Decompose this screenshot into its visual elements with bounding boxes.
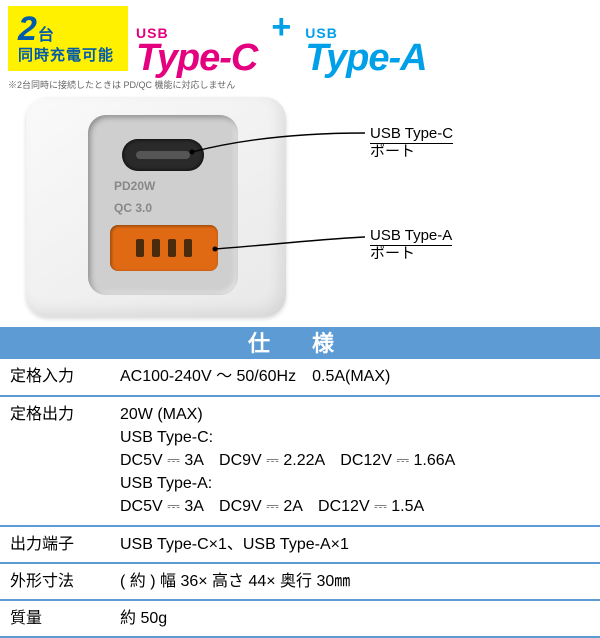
spec-key: 外形寸法 <box>0 563 110 600</box>
spec-value: AC100-240V ～ 50/60Hz 0.5A(MAX) <box>110 359 600 395</box>
table-row: 出力端子USB Type-C×1、USB Type-A×1 <box>0 526 600 563</box>
title-area: USB Type-C + USB Type-A <box>136 6 427 76</box>
title-c-big: Type-C <box>136 40 257 76</box>
qc-print: QC 3.0 <box>114 201 152 215</box>
table-row: 質量約 50g <box>0 600 600 637</box>
spec-value: USB Type-C×1、USB Type-A×1 <box>110 526 600 563</box>
callout-c-line1: USB Type-C <box>370 125 453 144</box>
callout-a-line2: ポート <box>370 245 415 262</box>
badge-subtext: 同時充電可能 <box>18 48 118 63</box>
spec-table: 定格入力AC100-240V ～ 50/60Hz 0.5A(MAX)定格出力20… <box>0 359 600 638</box>
badge-unit: 台 <box>38 27 54 44</box>
spec-header: 仕 様 <box>0 327 600 359</box>
callout-a-line1: USB Type-A <box>370 227 452 246</box>
table-row: 定格出力20W (MAX)USB Type-C:DC5V ⎓ 3A DC9V ⎓… <box>0 396 600 526</box>
spec-key: 出力端子 <box>0 526 110 563</box>
spec-value: 20W (MAX)USB Type-C:DC5V ⎓ 3A DC9V ⎓ 2.2… <box>110 396 600 526</box>
table-row: 外形寸法( 約 ) 幅 36× 高さ 44× 奥行 30㎜ <box>0 563 600 600</box>
spec-key: 定格入力 <box>0 359 110 395</box>
table-row: 定格入力AC100-240V ～ 50/60Hz 0.5A(MAX) <box>0 359 600 395</box>
callout-usb-a: USB Type-A ポート <box>370 227 452 262</box>
charger-face: PD20W QC 3.0 <box>88 115 238 295</box>
charger-body: PD20W QC 3.0 <box>26 97 286 317</box>
product-photo-area: PD20W QC 3.0 USB Type-C ポート USB Type-A ポ… <box>0 97 600 327</box>
usb-a-port <box>110 225 218 271</box>
spec-key: 定格出力 <box>0 396 110 526</box>
spec-value: 約 50g <box>110 600 600 637</box>
callout-usb-c: USB Type-C ポート <box>370 125 453 160</box>
callout-c-line2: ポート <box>370 143 415 160</box>
title-plus: + <box>267 8 295 47</box>
usb-c-port <box>122 139 204 171</box>
spec-key: 質量 <box>0 600 110 637</box>
simultaneous-badge: 2台 同時充電可能 <box>8 6 128 71</box>
pd-print: PD20W <box>114 179 155 193</box>
disclaimer-text: ※2台同時に接続したときは PD/QC 機能に対応しません <box>0 76 600 97</box>
spec-value: ( 約 ) 幅 36× 高さ 44× 奥行 30㎜ <box>110 563 600 600</box>
title-a-big: Type-A <box>305 40 426 76</box>
badge-number: 2 <box>18 10 36 48</box>
